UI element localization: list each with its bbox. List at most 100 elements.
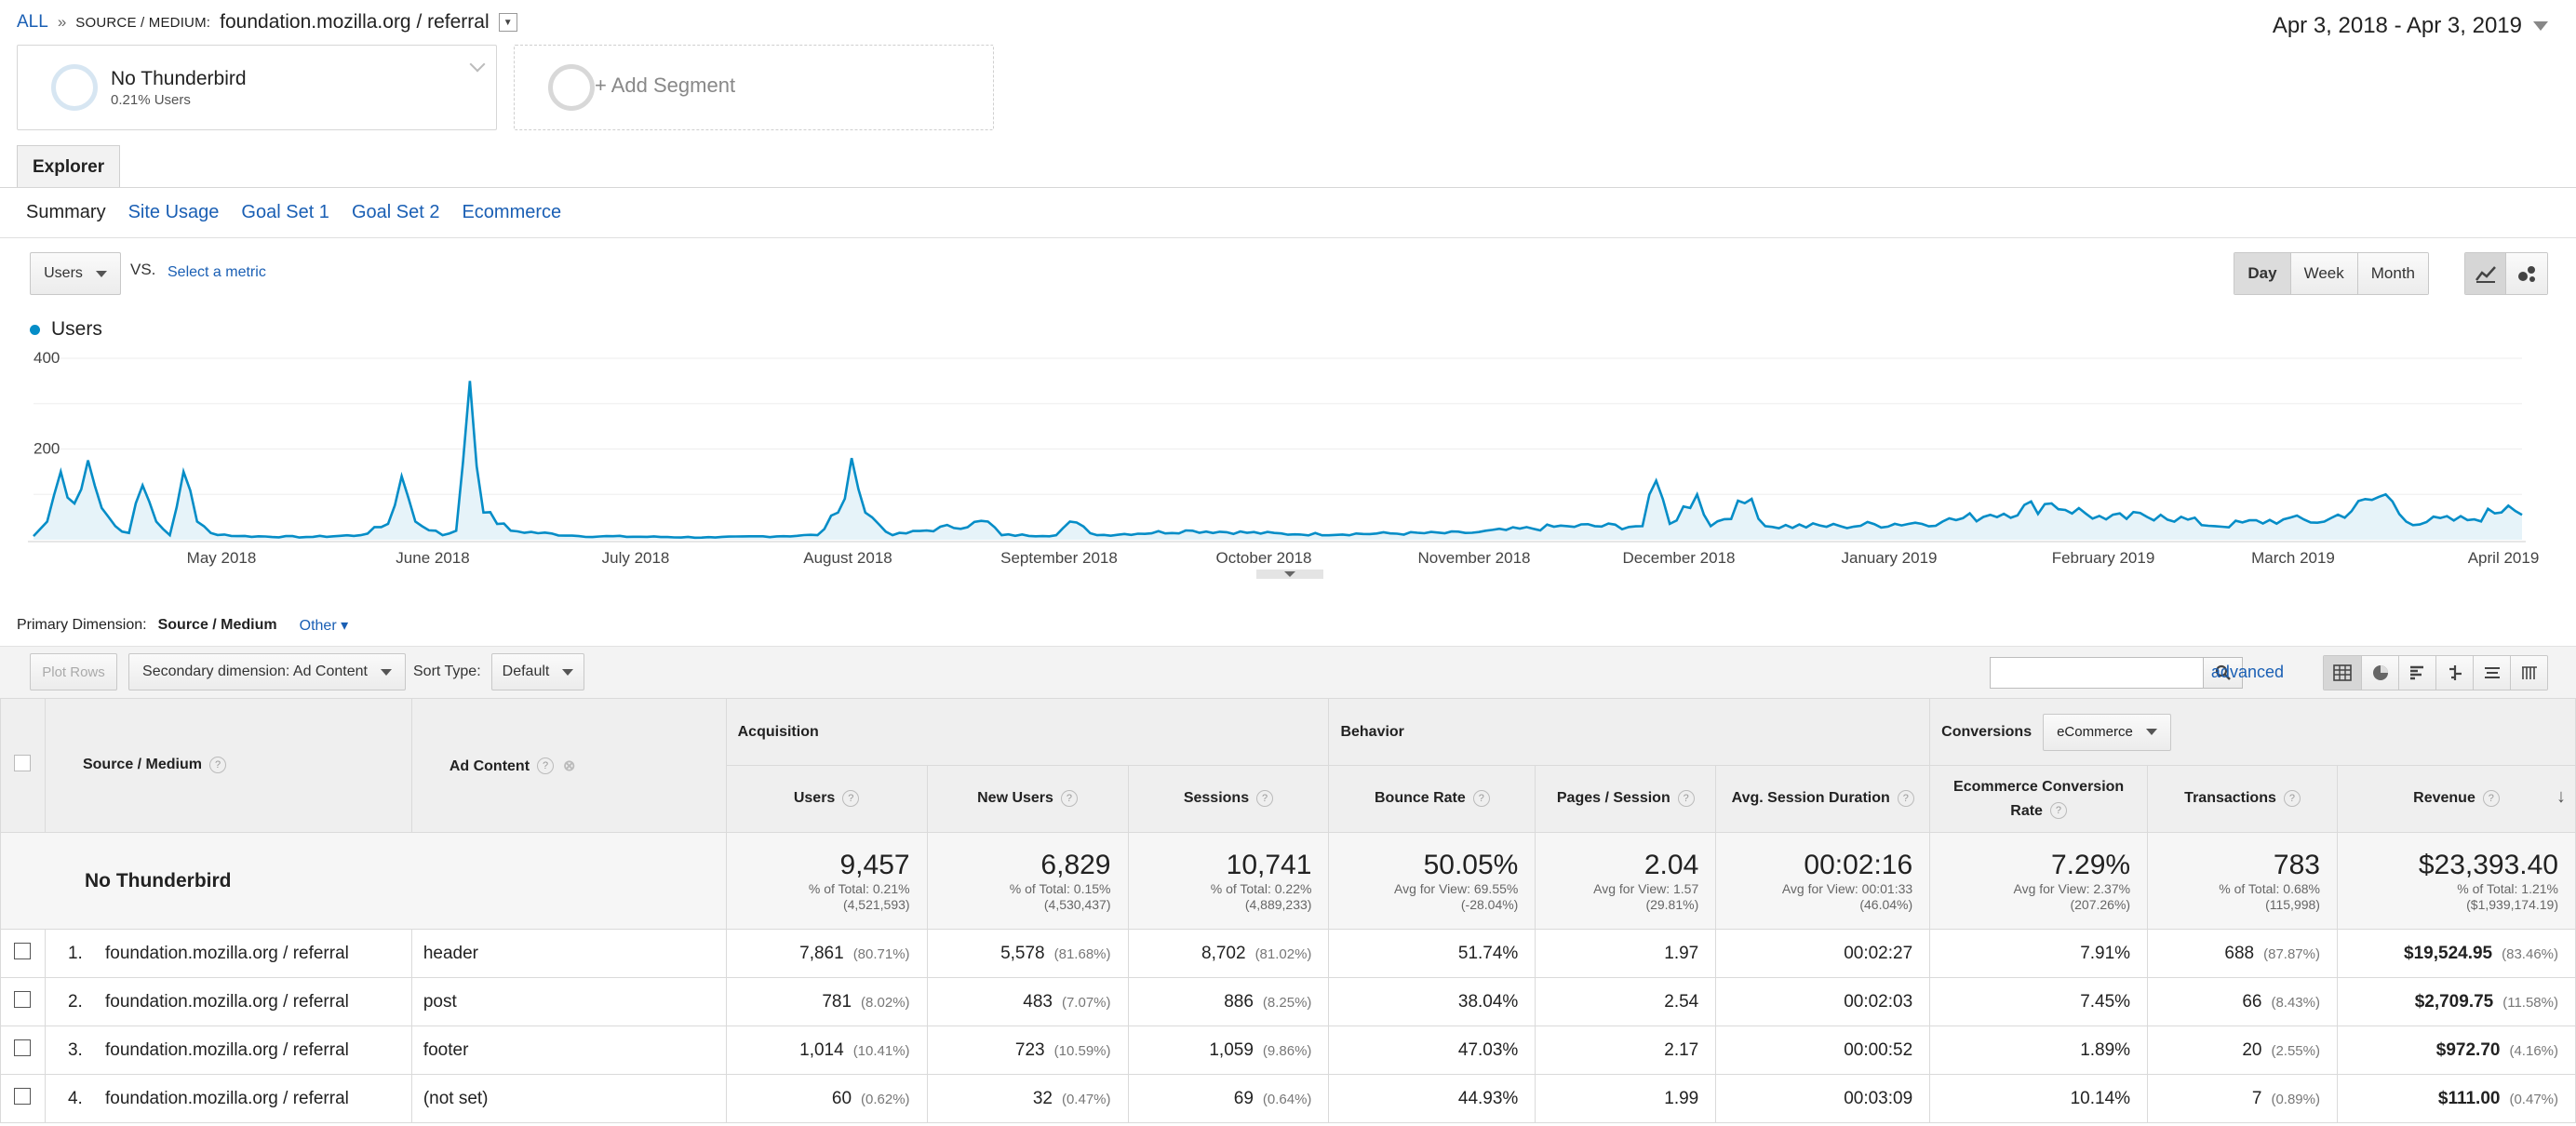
help-icon[interactable]: ?: [1677, 790, 1695, 808]
motion-chart-button[interactable]: [2506, 253, 2547, 294]
row-sessions: 886 (8.25%): [1127, 977, 1330, 1026]
select-metric-link[interactable]: Select a metric: [168, 264, 266, 280]
totals-cell: 783% of Total: 0.68% (115,998): [2147, 832, 2338, 930]
row-checkbox[interactable]: [14, 990, 32, 1008]
header-ad-content[interactable]: Ad Content? ⊗: [410, 698, 727, 833]
period-day-button[interactable]: Day: [2234, 253, 2290, 294]
view-pivot-button[interactable]: [2510, 656, 2547, 690]
totals-note: Avg for View: 2.37%: [2013, 880, 2131, 896]
subtab-goal-set-2[interactable]: Goal Set 2: [351, 202, 440, 222]
subtab-ecommerce[interactable]: Ecommerce: [462, 202, 562, 222]
row-source-medium: 1. foundation.mozilla.org / referral: [44, 929, 412, 978]
row-source-medium: 4. foundation.mozilla.org / referral: [44, 1074, 412, 1123]
sort-type-dropdown[interactable]: Default: [491, 653, 584, 690]
table-search-input[interactable]: [1990, 657, 2204, 689]
row-checkbox[interactable]: [14, 1087, 32, 1105]
search-button[interactable]: [2204, 657, 2243, 689]
date-range-picker[interactable]: Apr 3, 2018 - Apr 3, 2019: [2273, 13, 2548, 39]
help-icon[interactable]: ?: [2283, 790, 2301, 808]
secondary-dimension-dropdown[interactable]: Secondary dimension: Ad Content: [128, 653, 406, 690]
totals-note: (29.81%): [1645, 896, 1699, 912]
header-bounce-rate[interactable]: Bounce Rate?: [1328, 765, 1536, 833]
chevron-down-icon[interactable]: [469, 56, 486, 73]
help-icon[interactable]: ?: [842, 790, 860, 808]
breadcrumb-all-link[interactable]: ALL: [17, 12, 48, 32]
segment-card-no-thunderbird[interactable]: No Thunderbird 0.21% Users: [17, 45, 497, 130]
help-icon[interactable]: ?: [1060, 790, 1078, 808]
sort-descending-icon[interactable]: ↓: [2556, 786, 2566, 807]
row-source-medium-link[interactable]: foundation.mozilla.org / referral: [104, 943, 349, 963]
header-avg-session-duration[interactable]: Avg. Session Duration?: [1715, 765, 1931, 833]
view-performance-button[interactable]: [2398, 656, 2435, 690]
view-term-cloud-button[interactable]: [2473, 656, 2510, 690]
subtab-site-usage[interactable]: Site Usage: [127, 202, 220, 222]
help-icon[interactable]: ?: [209, 757, 226, 774]
header-sessions[interactable]: Sessions?: [1127, 765, 1330, 833]
header-avg-session-duration-label: Avg. Session Duration: [1731, 790, 1890, 807]
totals-value: 10,741: [1226, 849, 1312, 880]
header-transactions[interactable]: Transactions?: [2147, 765, 2338, 833]
conversion-type-dropdown[interactable]: eCommerce: [2043, 713, 2171, 751]
row-bounce: 38.04%: [1328, 977, 1536, 1026]
line-chart-button[interactable]: [2465, 253, 2506, 294]
row-value: 7.91%: [2080, 943, 2131, 963]
breadcrumb-dropdown-icon[interactable]: ▼: [498, 13, 517, 32]
header-users-label: Users: [793, 790, 836, 807]
segment-name: No Thunderbird: [111, 68, 247, 89]
view-pie-button[interactable]: [2361, 656, 2398, 690]
header-source-medium[interactable]: Source / Medium?: [44, 698, 412, 833]
primary-dimension-other[interactable]: Other ▾: [299, 618, 349, 634]
header-bounce-rate-label: Bounce Rate: [1374, 790, 1466, 807]
totals-note: (4,889,233): [1244, 896, 1312, 912]
totals-note: % of Total: 0.21%: [808, 880, 910, 896]
x-tick-label: September 2018: [1000, 549, 1118, 567]
help-icon[interactable]: ?: [537, 757, 555, 775]
row-select-cell: [0, 977, 46, 1026]
row-trans: 66 (8.43%): [2147, 977, 2338, 1026]
plot-rows-button[interactable]: Plot Rows: [30, 653, 117, 690]
tab-explorer[interactable]: Explorer: [17, 145, 121, 188]
row-percent: (87.87%): [2263, 945, 2320, 962]
period-week-button[interactable]: Week: [2289, 253, 2357, 294]
row-source-medium-link[interactable]: foundation.mozilla.org / referral: [104, 1088, 349, 1108]
header-pages-session[interactable]: Pages / Session?: [1535, 765, 1717, 833]
header-new-users[interactable]: New Users?: [926, 765, 1129, 833]
view-data-table-button[interactable]: [2324, 656, 2361, 690]
totals-note: % of Total: 0.22%: [1210, 880, 1312, 896]
period-month-button[interactable]: Month: [2356, 253, 2428, 294]
row-value: 886: [1224, 991, 1254, 1012]
help-icon[interactable]: ?: [2482, 790, 2500, 808]
subtab-goal-set-1[interactable]: Goal Set 1: [241, 202, 329, 222]
x-tick-label: December 2018: [1623, 549, 1736, 567]
help-icon[interactable]: ?: [1472, 790, 1490, 808]
remove-dimension-icon[interactable]: ⊗: [563, 757, 576, 774]
header-ecommerce-conversion-rate[interactable]: Ecommerce Conversion Rate?: [1929, 765, 2149, 833]
chart-resize-handle[interactable]: [1256, 570, 1323, 579]
subtab-summary[interactable]: Summary: [26, 202, 106, 222]
help-icon[interactable]: ?: [1897, 790, 1914, 808]
x-tick-label: May 2018: [187, 549, 257, 567]
secondary-dimension-label: Secondary dimension: Ad Content: [142, 664, 368, 679]
select-all-checkbox[interactable]: [14, 755, 32, 771]
row-ad-content-link[interactable]: (not set): [423, 1088, 489, 1108]
help-icon[interactable]: ?: [2049, 802, 2067, 820]
help-icon[interactable]: ?: [1256, 790, 1274, 808]
advanced-filter-link[interactable]: advanced: [2210, 663, 2284, 681]
row-percent: (83.46%): [2502, 945, 2558, 962]
row-checkbox[interactable]: [14, 1039, 32, 1056]
grid-icon: [2333, 664, 2352, 681]
row-source-medium-link[interactable]: foundation.mozilla.org / referral: [104, 1039, 349, 1060]
totals-note: (46.04%): [1859, 896, 1913, 912]
row-ad-content-link[interactable]: post: [423, 991, 457, 1012]
row-ad-content-link[interactable]: footer: [423, 1039, 469, 1060]
add-segment-button[interactable]: + Add Segment: [514, 45, 994, 130]
row-checkbox[interactable]: [14, 942, 32, 959]
header-revenue[interactable]: Revenue? ↓: [2336, 765, 2576, 833]
row-percent: (0.89%): [2271, 1091, 2320, 1107]
metric-dropdown[interactable]: Users: [30, 252, 121, 295]
row-ad-content-link[interactable]: header: [423, 943, 478, 963]
totals-label: No Thunderbird: [0, 832, 727, 930]
header-users[interactable]: Users?: [725, 765, 928, 833]
row-source-medium-link[interactable]: foundation.mozilla.org / referral: [104, 991, 349, 1012]
view-comparison-button[interactable]: [2435, 656, 2473, 690]
